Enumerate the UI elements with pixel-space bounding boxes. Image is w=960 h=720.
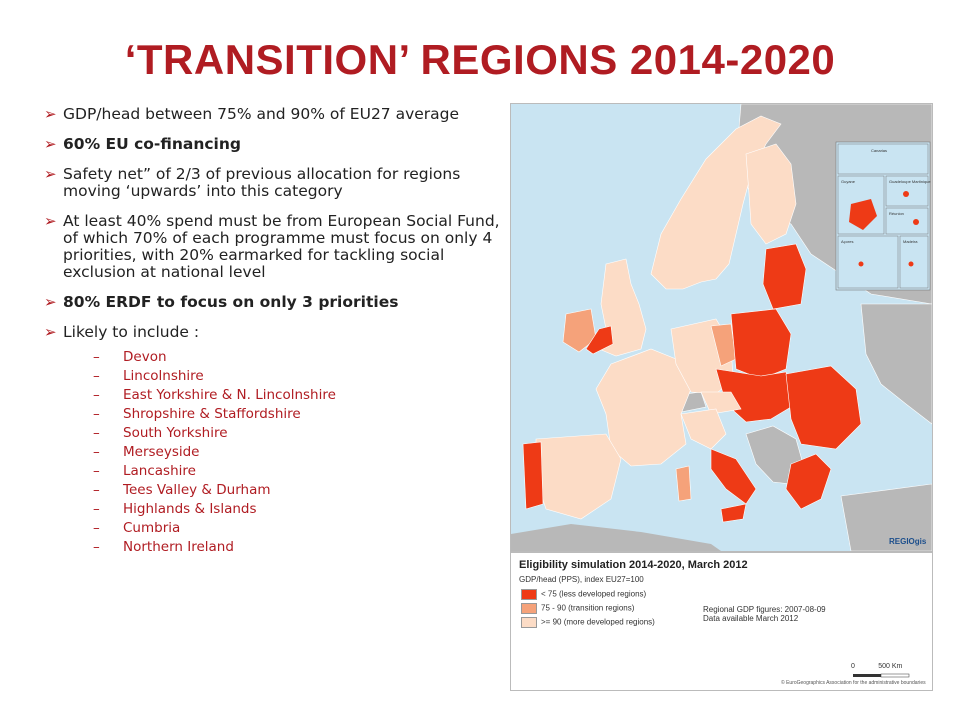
inset-label: Réunion xyxy=(889,211,904,216)
region-item: – Northern Ireland xyxy=(93,539,234,555)
austria xyxy=(700,391,742,415)
legend-title: Eligibility simulation 2014-2020, March … xyxy=(519,559,748,571)
region-item: – Tees Valley & Durham xyxy=(93,482,271,498)
bullet-text: 60% EU co-financing xyxy=(63,135,241,153)
map-legend: Eligibility simulation 2014-2020, March … xyxy=(510,552,933,691)
regio-logo: REGIOgis xyxy=(889,537,927,546)
legend-item: >= 90 (more developed regions) xyxy=(521,617,655,628)
poland xyxy=(730,308,792,380)
ireland xyxy=(562,308,597,353)
romania-bulgaria xyxy=(785,365,862,450)
legend-item: 75 - 90 (transition regions) xyxy=(521,603,634,614)
map-scale: 0 500 Km xyxy=(851,663,903,670)
region-list: – Devon – Lincolnshire – East Yorkshire & N… xyxy=(93,348,514,557)
non-eu-land-east xyxy=(860,303,932,425)
scale-bar xyxy=(853,673,910,678)
inset-label: Canarias xyxy=(871,148,887,153)
bullet-item: ➢ 80% ERDF to focus on only 3 priorities xyxy=(44,294,514,311)
non-eu-africa xyxy=(511,524,721,551)
bullet-item: ➢ 60% EU co-financing xyxy=(44,136,514,153)
inset-label: Guyane xyxy=(841,179,856,184)
bullet-text: Likely to include : xyxy=(63,323,200,341)
portugal xyxy=(522,441,544,510)
sicily xyxy=(720,503,747,523)
inset-label: Madeira xyxy=(903,239,918,244)
bullet-text: Safety net” of 2/3 of previous allocatio… xyxy=(63,165,461,200)
legend-swatch xyxy=(521,589,537,600)
france-benelux xyxy=(595,348,692,467)
greece xyxy=(785,453,832,510)
inset-label: Açores xyxy=(841,239,853,244)
wales-cornwall xyxy=(585,325,614,355)
bullet-item: ➢ At least 40% spend must be from Europea… xyxy=(44,213,514,281)
europe-eligibility-map: Canarias Guyane Guadeloupe Martinique Ré… xyxy=(510,103,933,552)
baltics xyxy=(762,243,807,310)
bullet-list: ➢ GDP/head between 75% and 90% of EU27 av… xyxy=(44,106,514,557)
bullet-text: 80% ERDF to focus on only 3 priorities xyxy=(63,293,399,311)
bullet-text: At least 40% spend must be from European… xyxy=(63,212,500,281)
region-item: – Shropshire & Staffordshire xyxy=(93,406,301,422)
sardinia xyxy=(675,465,692,502)
arrow-bullet-icon: ➢ xyxy=(44,165,57,183)
non-eu-turkey xyxy=(840,483,932,551)
finland xyxy=(745,143,797,245)
legend-item: < 75 (less developed regions) xyxy=(521,589,646,600)
region-item: – Lancashire xyxy=(93,463,196,479)
region-item: – Devon xyxy=(93,349,167,365)
legend-note: Data available March 2012 xyxy=(703,614,799,623)
bullet-item: ➢ Safety net” of 2/3 of previous allocati… xyxy=(44,166,514,200)
region-item: – Merseyside xyxy=(93,444,200,460)
bullet-item: ➢ GDP/head between 75% and 90% of EU27 av… xyxy=(44,106,514,123)
arrow-bullet-icon: ➢ xyxy=(44,135,57,153)
legend-note: Regional GDP figures: 2007-08-09 xyxy=(703,605,826,614)
bullet-text: GDP/head between 75% and 90% of EU27 ave… xyxy=(63,105,460,123)
slide-title: ‘TRANSITION’ REGIONS 2014-2020 xyxy=(124,36,836,83)
arrow-bullet-icon: ➢ xyxy=(44,105,57,123)
legend-subtitle: GDP/head (PPS), index EU27=100 xyxy=(519,575,644,584)
region-item: – Highlands & Islands xyxy=(93,501,257,517)
italy-north xyxy=(680,408,727,450)
bullet-item: ➢ Likely to include : xyxy=(44,324,514,341)
arrow-bullet-icon: ➢ xyxy=(44,293,57,311)
region-item: – South Yorkshire xyxy=(93,425,228,441)
italy-south xyxy=(710,448,757,505)
inset-label: Guadeloupe Martinique xyxy=(889,179,931,184)
region-item: – East Yorkshire & N. Lincolnshire xyxy=(93,387,336,403)
legend-swatch xyxy=(521,617,537,628)
arrow-bullet-icon: ➢ xyxy=(44,212,57,230)
legend-swatch xyxy=(521,603,537,614)
spain xyxy=(535,433,622,520)
map-svg: Canarias Guyane Guadeloupe Martinique Ré… xyxy=(511,104,932,551)
region-item: – Lincolnshire xyxy=(93,368,204,384)
copyright-text: © EuroGeographics Association for the ad… xyxy=(781,680,926,686)
region-item: – Cumbria xyxy=(93,520,181,536)
arrow-bullet-icon: ➢ xyxy=(44,323,57,341)
